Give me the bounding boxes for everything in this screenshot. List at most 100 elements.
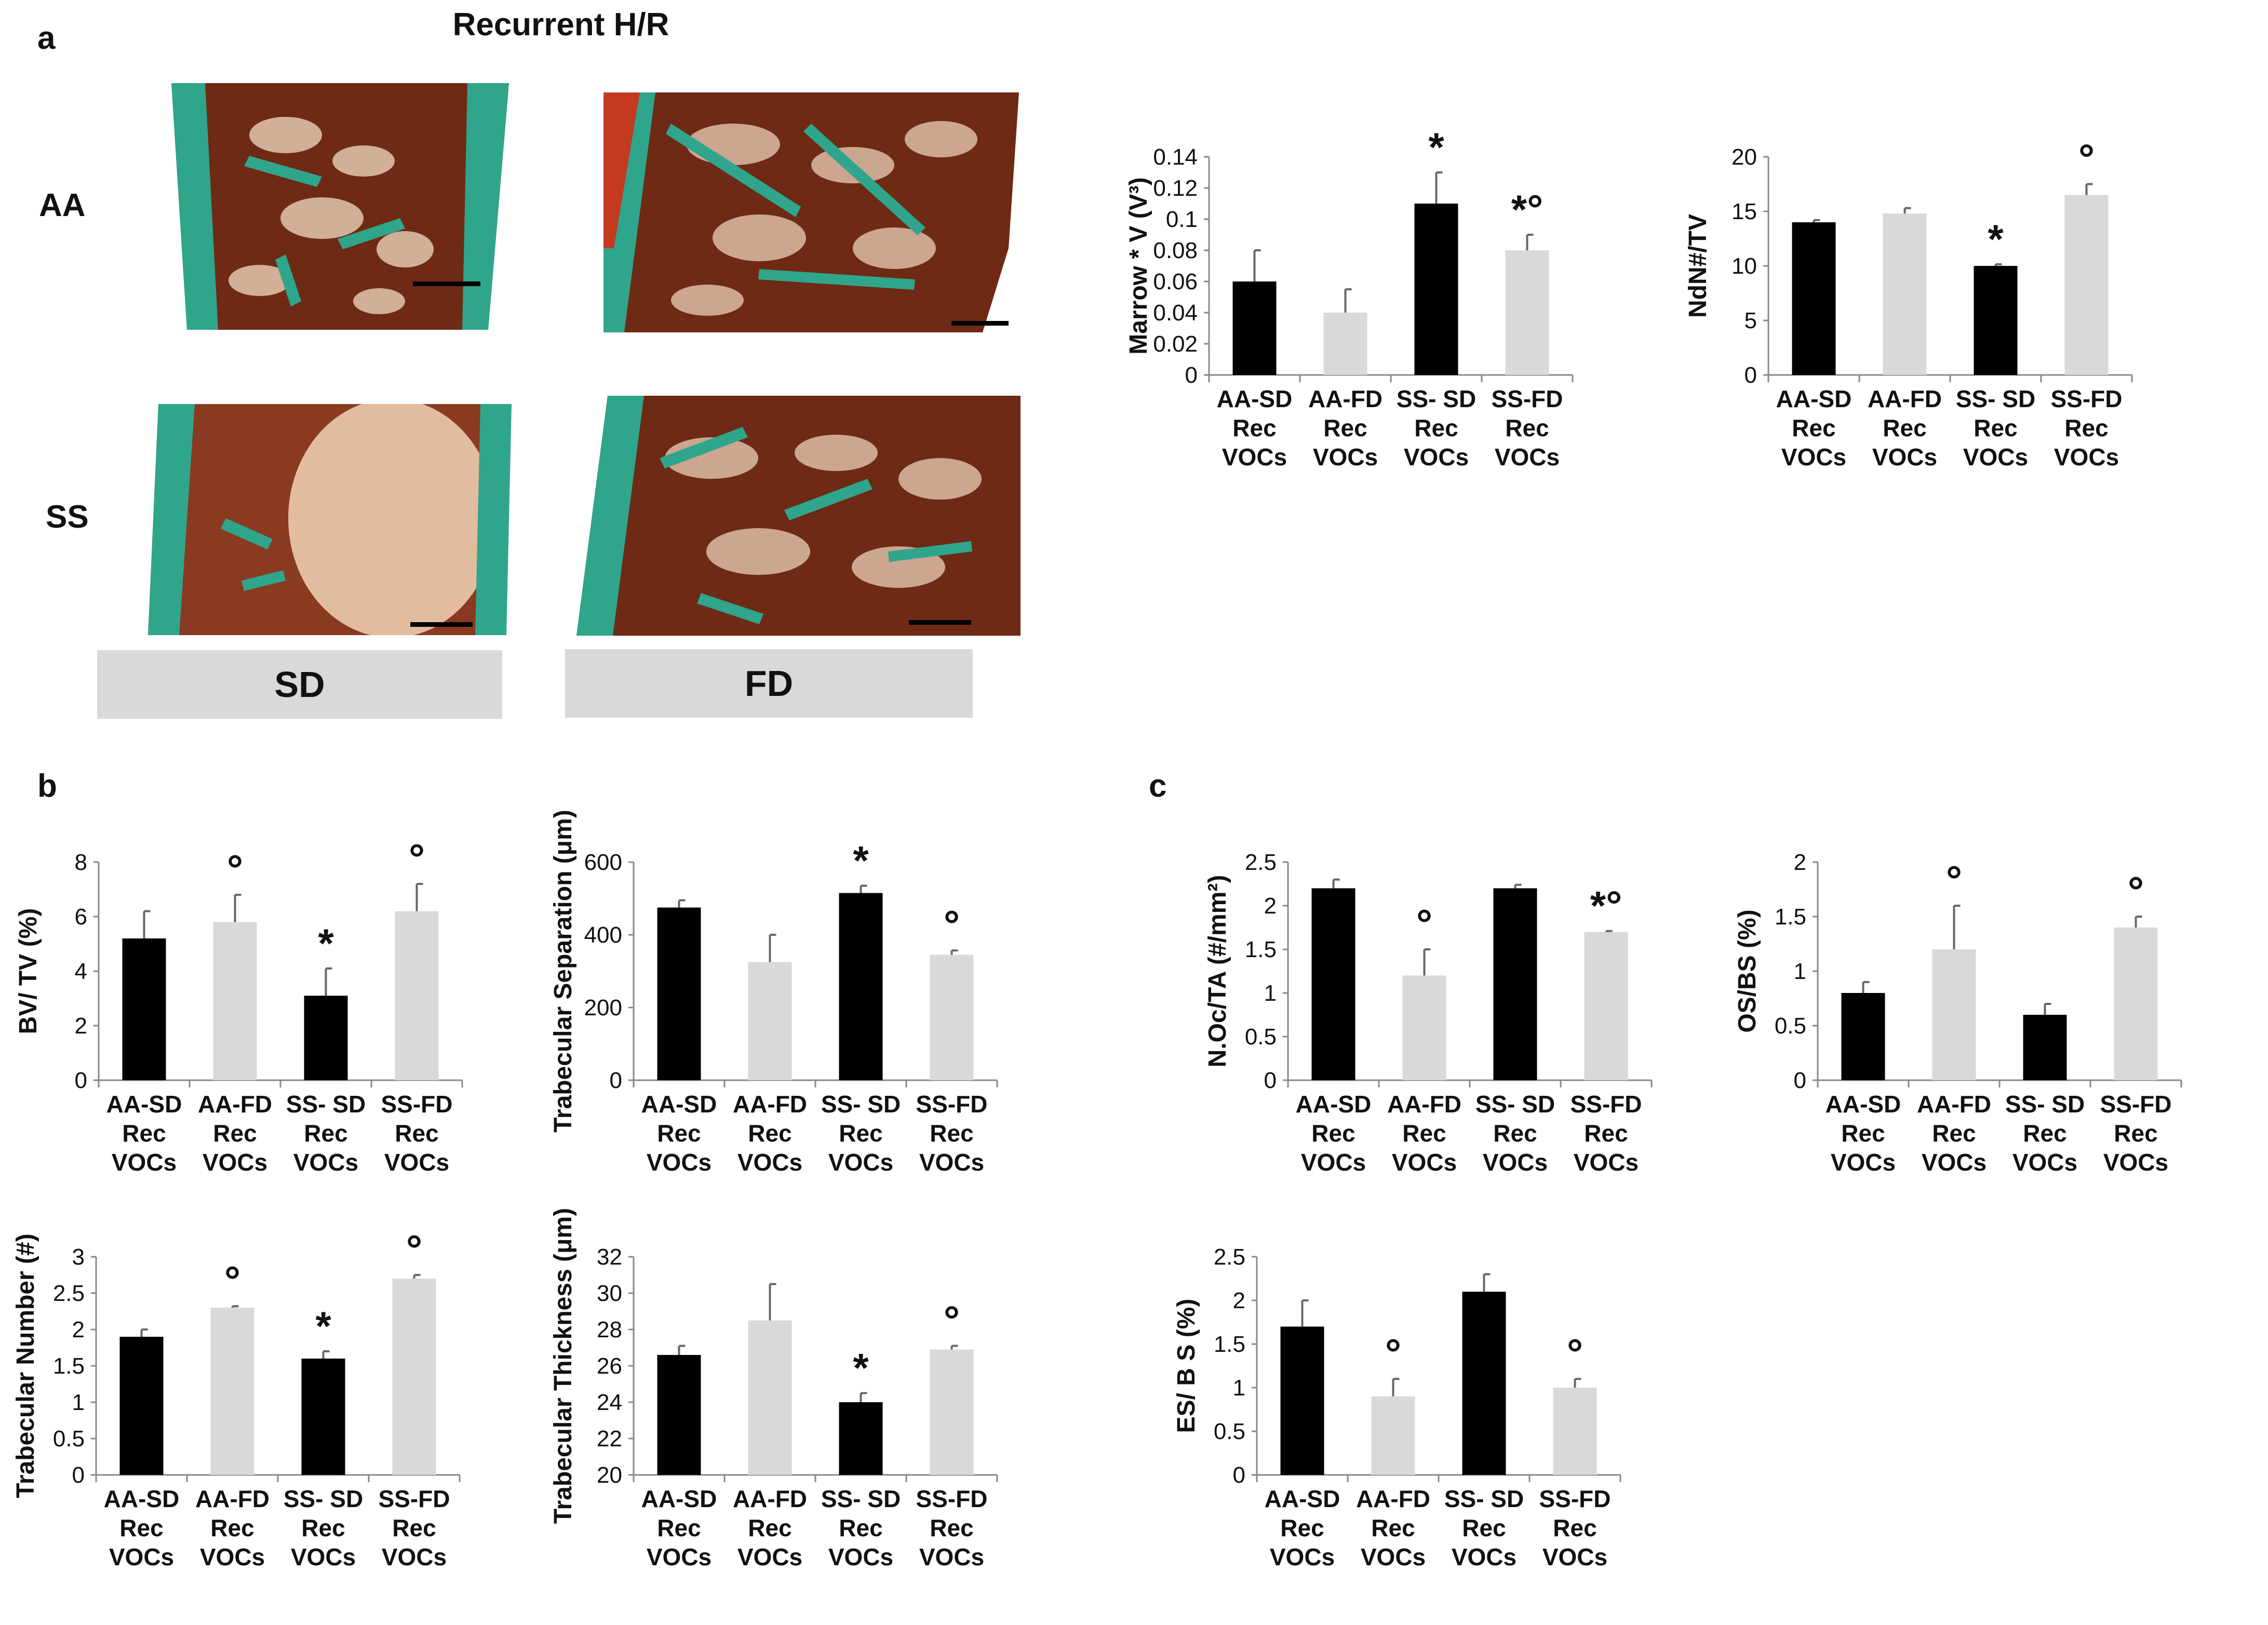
y-tick-label: 15 xyxy=(1732,199,1757,224)
significance-marker: ° xyxy=(224,1258,240,1304)
x-tick-label: Rec xyxy=(2064,414,2108,441)
y-tick-label: 1.5 xyxy=(1245,937,1277,962)
chart-trabecular-separation: 0 200 400 600 AA-SD Rec VOCs AA-FD Rec VOCs * SS- S… xyxy=(545,810,1013,1176)
y-tick-label: 200 xyxy=(584,995,622,1020)
x-tick-label: VOCs xyxy=(293,1149,358,1176)
x-tick-label: VOCs xyxy=(1361,1543,1426,1570)
x-tick-label: VOCs xyxy=(828,1149,893,1176)
x-tick-label: SS- SD xyxy=(1444,1485,1524,1512)
bar xyxy=(1232,281,1277,375)
significance-marker: ° xyxy=(1946,857,1962,903)
bar xyxy=(1553,1388,1597,1475)
x-tick-label: Rec xyxy=(1932,1120,1976,1147)
y-tick-label: 400 xyxy=(584,922,622,948)
x-tick-label: Rec xyxy=(395,1120,438,1147)
x-tick-label: Rec xyxy=(1493,1120,1537,1147)
panel-label-c: c xyxy=(1149,768,1167,804)
x-tick-label: VOCs xyxy=(1574,1149,1639,1176)
x-tick-label: AA-SD xyxy=(104,1485,180,1512)
bar xyxy=(1584,932,1628,1080)
x-tick-label: SS- SD xyxy=(286,1091,366,1118)
x-tick-label: Rec xyxy=(213,1120,257,1147)
panel-label-a: a xyxy=(37,20,56,56)
chart-marrow: 0 0.02 0.04 0.06 0.08 0.1 0.12 0.14 AA-SD Rec VOCs… xyxy=(1121,124,1588,471)
x-tick-label: Rec xyxy=(1371,1514,1415,1541)
y-tick-label: 0.06 xyxy=(1153,269,1198,294)
bar xyxy=(1841,993,1885,1080)
significance-marker: * xyxy=(1988,216,2004,262)
x-tick-label: VOCs xyxy=(1270,1543,1335,1570)
x-tick-label: SS-FD xyxy=(916,1485,988,1512)
y-tick-label: 0.1 xyxy=(1166,207,1198,232)
x-tick-label: VOCs xyxy=(2012,1149,2077,1176)
bar xyxy=(657,1355,701,1475)
x-tick-label: VOCs xyxy=(382,1543,447,1570)
y-tick-label: 26 xyxy=(597,1353,622,1379)
x-tick-label: Rec xyxy=(1505,414,1549,441)
bar xyxy=(392,1279,436,1475)
x-tick-label: Rec xyxy=(1792,414,1835,441)
x-tick-label: Rec xyxy=(2023,1120,2066,1147)
y-tick-label: 8 xyxy=(75,850,87,875)
x-tick-label: VOCs xyxy=(647,1543,712,1570)
significance-marker: ° xyxy=(1416,901,1432,947)
x-tick-label: SS-FD xyxy=(1492,385,1563,412)
scale-bar xyxy=(909,620,971,625)
bar xyxy=(1311,888,1356,1080)
bar xyxy=(119,1337,164,1475)
y-tick-label: 0.14 xyxy=(1153,144,1198,170)
y-tick-label: 0.04 xyxy=(1153,300,1198,326)
y-tick-label: 0.12 xyxy=(1153,176,1198,201)
significance-marker: ° xyxy=(2128,868,2144,914)
y-tick-label: 0 xyxy=(72,1462,85,1488)
micrograph-ss-fd xyxy=(576,396,1021,636)
y-axis-label: Marrow * V (V³) xyxy=(1125,177,1152,354)
x-tick-label: SS-FD xyxy=(381,1091,453,1118)
x-tick-label: Rec xyxy=(1402,1120,1446,1147)
bar xyxy=(2114,928,2158,1080)
y-tick-label: 0.5 xyxy=(1245,1024,1277,1050)
micrograph-aa-fd xyxy=(603,92,1019,332)
x-tick-label: VOCs xyxy=(112,1149,177,1176)
significance-marker: * xyxy=(318,920,334,966)
x-tick-label: Rec xyxy=(210,1514,254,1541)
y-tick-label: 20 xyxy=(1732,144,1757,170)
x-tick-label: VOCs xyxy=(1781,444,1846,471)
y-tick-label: 0 xyxy=(75,1068,87,1093)
x-tick-label: VOCs xyxy=(1963,444,2028,471)
x-tick-label: SS- SD xyxy=(1397,385,1476,412)
significance-marker: * xyxy=(315,1303,331,1349)
significance-marker: ° xyxy=(227,847,243,892)
x-tick-label: VOCs xyxy=(1222,444,1287,471)
bar xyxy=(930,1349,974,1475)
significance-marker: ° xyxy=(409,836,425,881)
x-tick-label: VOCs xyxy=(647,1149,712,1176)
significance-marker: *° xyxy=(1590,883,1622,929)
y-tick-label: 0.02 xyxy=(1153,331,1198,357)
x-tick-label: AA-SD xyxy=(1776,385,1852,412)
x-tick-label: VOCs xyxy=(919,1149,984,1176)
x-tick-label: VOCs xyxy=(1392,1149,1457,1176)
significance-marker: ° xyxy=(406,1227,422,1272)
x-tick-label: AA-FD xyxy=(1387,1091,1461,1118)
x-tick-label: AA-SD xyxy=(1826,1091,1901,1118)
y-tick-label: 1 xyxy=(1264,981,1277,1006)
bar xyxy=(1414,204,1458,375)
y-tick-label: 0 xyxy=(1794,1068,1806,1093)
x-tick-label: VOCs xyxy=(1301,1149,1366,1176)
significance-marker: ° xyxy=(1385,1331,1401,1376)
bar xyxy=(395,911,439,1080)
y-tick-label: 0.5 xyxy=(1775,1013,1806,1039)
x-tick-label: Rec xyxy=(748,1514,791,1541)
bar xyxy=(1402,975,1446,1080)
y-axis-label: N.Oc/TA (#/mm²) xyxy=(1204,875,1231,1068)
x-tick-label: VOCs xyxy=(2103,1149,2168,1176)
x-tick-label: SS-FD xyxy=(2051,385,2123,412)
x-tick-label: SS- SD xyxy=(284,1485,363,1512)
x-tick-label: Rec xyxy=(1280,1514,1324,1541)
scale-bar xyxy=(951,321,1009,326)
bar xyxy=(122,938,166,1080)
y-tick-label: 0 xyxy=(1264,1068,1277,1093)
bar xyxy=(1932,949,1976,1080)
bar xyxy=(2023,1015,2067,1080)
